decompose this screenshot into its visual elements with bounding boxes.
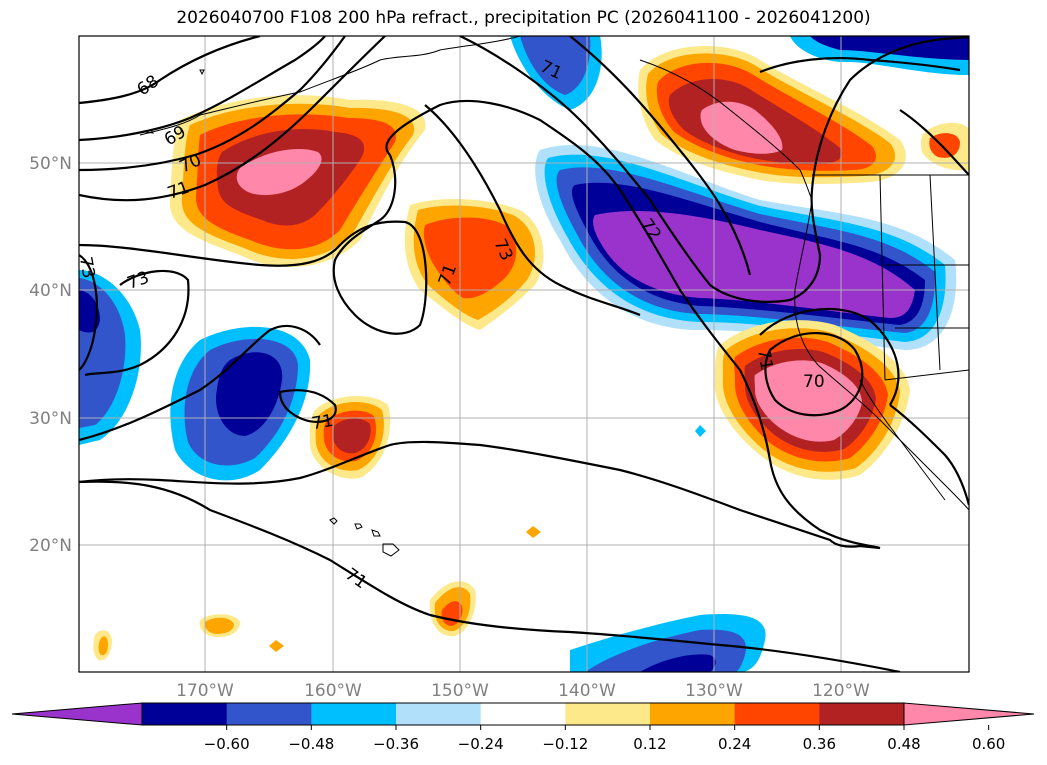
lon-label: 160°W bbox=[304, 681, 362, 701]
baja-coast bbox=[859, 379, 946, 501]
contour-73-west bbox=[79, 254, 98, 371]
contour-72b bbox=[569, 36, 752, 276]
colorbar-tick-label: −0.36 bbox=[373, 735, 419, 753]
negative-band-core bbox=[593, 210, 915, 318]
contour-71-main bbox=[79, 99, 881, 550]
colorbar-swatch bbox=[734, 703, 820, 725]
colorbar-tick-label: −0.48 bbox=[288, 735, 334, 753]
contour-74-east bbox=[899, 109, 969, 176]
map-title: 2026040700 F108 200 hPa refract., precip… bbox=[176, 8, 871, 28]
map-area: 68 69 70 71 71 71 72 73 73 73 71 70 71 7… bbox=[75, 36, 969, 672]
hawaii-2 bbox=[354, 523, 363, 530]
coastlines bbox=[139, 36, 969, 557]
hawaii-1 bbox=[329, 517, 338, 525]
colorbar-tick-label: 0.60 bbox=[972, 735, 1005, 753]
lat-label: 50°N bbox=[29, 154, 72, 174]
contour-71-central bbox=[79, 324, 321, 442]
colorbar-swatch bbox=[480, 703, 566, 725]
contour-label: 73 bbox=[75, 255, 98, 280]
colorbar-tick-label: −0.12 bbox=[542, 735, 588, 753]
contour-71-se bbox=[889, 404, 969, 506]
lat-label: 20°N bbox=[29, 536, 72, 556]
colorbar-swatch bbox=[565, 703, 651, 725]
state-line-2 bbox=[929, 174, 941, 371]
map-frame bbox=[78, 35, 970, 673]
hawaii-3 bbox=[371, 529, 381, 537]
colorbar-tick-label: 0.36 bbox=[803, 735, 836, 753]
contour-69-ne bbox=[759, 56, 961, 74]
island-alaska-1 bbox=[199, 69, 205, 76]
colorbar-swatch bbox=[311, 703, 397, 725]
state-line-1 bbox=[879, 174, 886, 381]
colorbar-swatch bbox=[226, 703, 312, 725]
precip-shading bbox=[79, 36, 969, 672]
colorbar-extend-high bbox=[903, 702, 1035, 726]
contour-70-east bbox=[764, 331, 864, 417]
colorbar-tick-label: 0.48 bbox=[887, 735, 920, 753]
colorbar-tick-label: 0.24 bbox=[718, 735, 751, 753]
us-west-coast bbox=[794, 199, 969, 511]
lon-label: 140°W bbox=[558, 681, 616, 701]
contour-71-box bbox=[278, 389, 337, 423]
colorbar-tick-label: −0.60 bbox=[204, 735, 250, 753]
contour-73-ring bbox=[84, 269, 190, 377]
alaska-coast bbox=[139, 36, 521, 136]
lat-label: 30°N bbox=[29, 409, 72, 429]
contour-label: 71 bbox=[753, 347, 776, 372]
lon-label: 170°W bbox=[176, 681, 234, 701]
hawaii-4 bbox=[382, 543, 400, 557]
contour-69 bbox=[79, 36, 326, 142]
lon-label: 150°W bbox=[431, 681, 489, 701]
colorbar-swatch bbox=[650, 703, 736, 725]
colorbar-swatch bbox=[396, 703, 482, 725]
lon-label: 120°W bbox=[812, 681, 870, 701]
colorbar: −0.60 −0.48 −0.36 −0.24 −0.12 0.12 0.24 0.36 0.4… bbox=[11, 702, 1035, 753]
contour-68 bbox=[79, 36, 261, 105]
colorbar-tick-label: −0.24 bbox=[458, 735, 504, 753]
refractivity-contours bbox=[79, 36, 969, 672]
lat-labels: 50°N 40°N 30°N 20°N bbox=[29, 154, 72, 556]
bc-coast bbox=[639, 59, 813, 201]
contour-71-east bbox=[759, 307, 900, 406]
graticule bbox=[79, 36, 969, 672]
contour-label: 71 bbox=[310, 411, 335, 434]
colorbar-swatch bbox=[819, 703, 905, 725]
colorbar-frame bbox=[141, 702, 905, 726]
colorbar-swatch bbox=[142, 703, 228, 725]
lat-label: 40°N bbox=[29, 281, 72, 301]
contour-72 bbox=[459, 36, 969, 303]
contour-71-west bbox=[79, 36, 386, 202]
contour-73-mid bbox=[424, 104, 641, 317]
contour-71-south bbox=[79, 480, 901, 672]
lon-labels: 170°W 160°W 150°W 140°W 130°W 120°W bbox=[176, 681, 870, 701]
contour-70-west bbox=[79, 36, 346, 172]
lon-label: 130°W bbox=[685, 681, 743, 701]
colorbar-extend-low bbox=[11, 702, 143, 726]
contour-label: 70 bbox=[803, 372, 825, 392]
colorbar-tick-label: 0.12 bbox=[633, 735, 666, 753]
